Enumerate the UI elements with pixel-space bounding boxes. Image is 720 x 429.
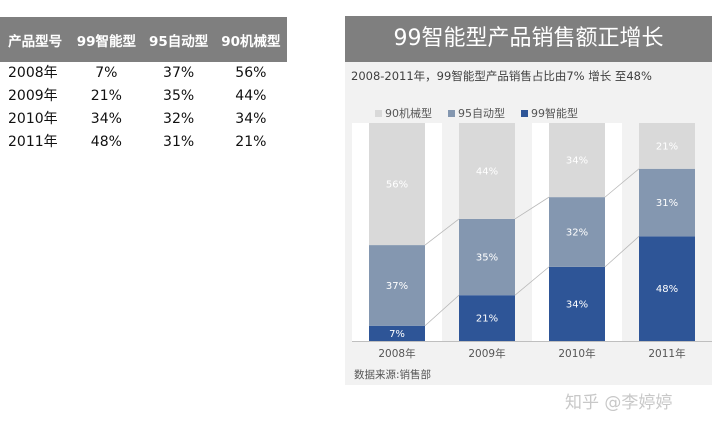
data-label: 32% (566, 228, 588, 239)
table-cell: 21% (90, 88, 122, 104)
legend-swatch (375, 109, 382, 117)
chart-title: 99智能型产品销售额正增长 (345, 16, 712, 62)
legend-label: 99智能型 (531, 107, 578, 120)
data-label: 21% (656, 141, 678, 152)
bar-segment (459, 218, 515, 296)
data-label: 7% (389, 329, 405, 340)
bar-segment (549, 266, 605, 341)
legend-item-90: 90机械型 (375, 105, 432, 121)
table-row: 2010年 34% 32% 34% (0, 108, 287, 131)
series-connector-line (514, 266, 550, 296)
table-row: 2011年 48% 31% 21% (0, 131, 287, 154)
data-label: 44% (476, 166, 498, 177)
bar-segment (369, 325, 425, 341)
table-header-cell: 99智能型 (70, 17, 143, 62)
table-cell: 56% (235, 65, 267, 81)
x-tick-label: 2008年 (378, 347, 415, 360)
table-cell: 34% (235, 111, 267, 127)
legend-label: 90机械型 (385, 107, 432, 120)
series-connector-line (604, 236, 640, 268)
table-cell-year: 2011年 (8, 134, 58, 150)
table-cell: 31% (163, 134, 195, 150)
data-label: 56% (386, 180, 408, 191)
data-label: 21% (476, 314, 498, 325)
table-cell: 32% (163, 111, 195, 127)
table-cell-year: 2010年 (8, 111, 58, 127)
table-row: 2008年 7% 37% 56% (0, 62, 287, 85)
table-header-cell: 产品型号 (0, 17, 71, 62)
legend-swatch (521, 109, 528, 117)
bar-segment (639, 123, 695, 169)
data-label: 34% (566, 299, 588, 310)
table-cell: 35% (163, 88, 195, 104)
bar-segment (639, 236, 695, 341)
stacked-bar-chart: 7% 37% 56% 2008年 21% 35% 44% 2009年 34% 32% 34% 2010… (352, 123, 712, 360)
bar-segment (549, 197, 605, 267)
table-cell: 48% (90, 134, 122, 150)
data-label: 34% (566, 156, 588, 167)
watermark: 知乎 @李婷婷 (565, 393, 673, 413)
table-header-cell: 95自动型 (142, 17, 215, 62)
series-connector-line (424, 294, 460, 327)
bar-segment (639, 168, 695, 237)
legend-swatch (448, 109, 455, 117)
legend-item-95: 95自动型 (448, 105, 505, 121)
bar-segment (369, 245, 425, 326)
chart-panel: 99智能型产品销售额正增长 2008-2011年，99智能型产品销售占比由7% … (345, 16, 712, 385)
table-cell: 21% (235, 134, 267, 150)
table-cell: 37% (163, 65, 195, 81)
bar-segment (459, 295, 515, 341)
series-connector-line (514, 196, 550, 220)
x-tick-label: 2010年 (558, 347, 595, 360)
series-connector-line (604, 168, 640, 198)
table-cell-year: 2009年 (8, 88, 58, 104)
data-label: 37% (386, 281, 408, 292)
table-header-row: 产品型号 99智能型 95自动型 90机械型 (0, 17, 287, 62)
chart-legend: 90机械型 95自动型 99智能型 (375, 105, 578, 121)
chart-subtitle: 2008-2011年，99智能型产品销售占比由7% 增长 至48% (351, 69, 652, 83)
table-cell: 44% (235, 88, 267, 104)
table-cell: 7% (95, 65, 118, 81)
data-label: 31% (656, 198, 678, 209)
table-cell-year: 2008年 (8, 65, 58, 81)
data-label: 35% (476, 253, 498, 264)
data-table: 产品型号 99智能型 95自动型 90机械型 2008年 7% 37% 56% … (0, 17, 287, 154)
bar-segment (459, 123, 515, 219)
data-label: 48% (656, 284, 678, 295)
table-header-cell: 90机械型 (214, 17, 287, 62)
bar-segment (549, 123, 605, 198)
chart-source: 数据来源:销售部 (354, 369, 432, 381)
bar-segment (369, 123, 425, 246)
table-row: 2009年 21% 35% 44% (0, 85, 287, 108)
table-cell: 34% (90, 111, 122, 127)
x-tick-label: 2009年 (468, 347, 505, 360)
legend-label: 95自动型 (458, 107, 505, 120)
legend-item-99: 99智能型 (521, 105, 578, 121)
series-connector-line (424, 218, 460, 246)
x-tick-label: 2011年 (648, 347, 685, 360)
